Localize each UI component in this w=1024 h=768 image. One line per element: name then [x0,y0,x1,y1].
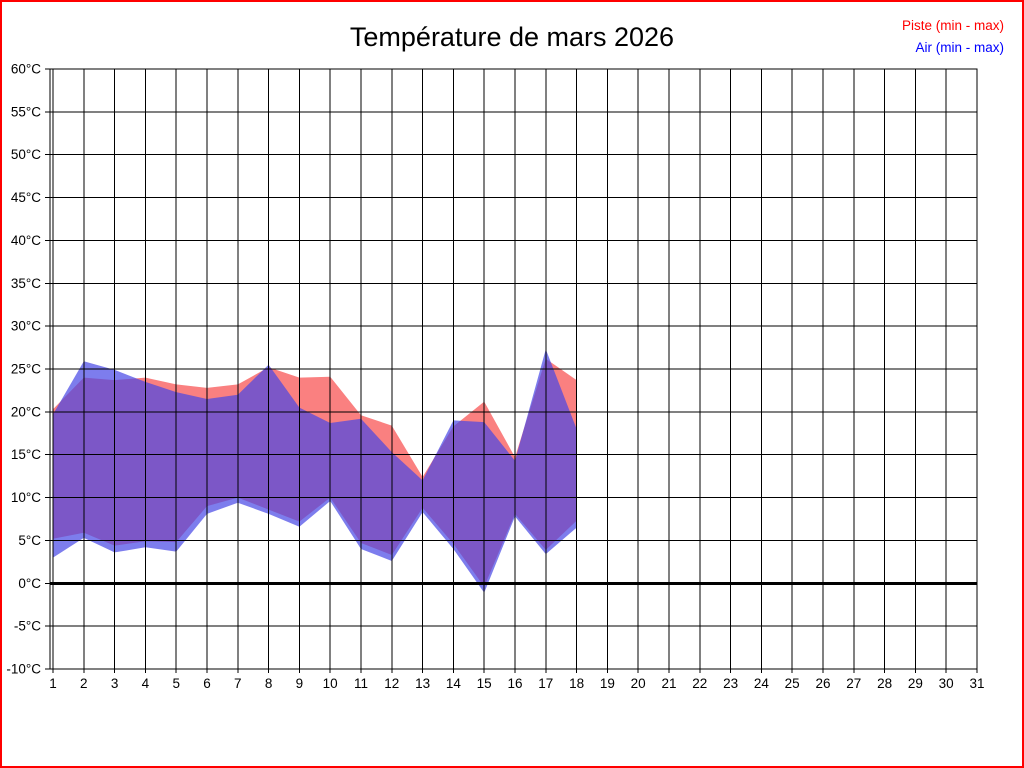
x-tick-label: 16 [507,676,522,691]
x-tick-label: 31 [969,676,984,691]
chart-title: Température de mars 2026 [349,22,675,52]
x-tick-label: 4 [142,676,150,691]
legend-item-air: Air (min - max) [915,40,1005,55]
x-tick-label: 5 [172,676,180,691]
x-tick-label: 21 [661,676,676,691]
y-tick-label: 20°C [11,404,41,419]
x-tick-label: 12 [384,676,399,691]
air-range-area [53,349,577,593]
plot-border [49,68,978,670]
y-tick-label: 40°C [11,233,41,248]
y-tick-label: -5°C [14,619,41,634]
x-tick-label: 27 [846,676,861,691]
legend-item-piste: Piste (min - max) [901,18,1004,33]
y-tick-label: 0°C [18,576,41,591]
x-tick-label: 22 [692,676,707,691]
x-tick-label: 7 [234,676,242,691]
x-tick-label: 24 [754,676,770,691]
x-tick-label: 23 [723,676,738,691]
x-tick-label: 18 [569,676,584,691]
y-tick-label: 60°C [11,62,41,77]
x-tick-label: 15 [477,676,492,691]
legend: Piste (min - max) Air (min - max) [902,15,1004,59]
x-tick-label: 3 [111,676,119,691]
y-tick-label: 35°C [11,276,41,291]
x-tick-label: 26 [815,676,830,691]
x-tick-label: 19 [600,676,615,691]
y-tick-label: 55°C [11,104,41,119]
y-tick-label: 25°C [11,362,41,377]
x-tick-label: 30 [939,676,954,691]
x-tick-label: 10 [323,676,338,691]
x-tick-label: 14 [446,676,462,691]
x-tick-label: 6 [203,676,211,691]
x-tick-label: 28 [877,676,892,691]
y-tick-label: -10°C [6,662,41,677]
x-tick-label: 11 [354,676,368,691]
x-tick-label: 8 [265,676,273,691]
y-tick-label: 45°C [11,190,41,205]
y-tick-label: 10°C [11,490,41,505]
x-tick-label: 1 [49,676,57,691]
x-tick-label: 29 [908,676,923,691]
y-tick-label: 5°C [18,533,41,548]
y-tick-label: 30°C [11,319,41,334]
x-tick-label: 17 [538,676,553,691]
y-tick-label: 15°C [11,447,41,462]
x-tick-label: 2 [80,676,88,691]
y-tick-label: 50°C [11,147,41,162]
x-tick-label: 9 [296,676,304,691]
x-tick-label: 25 [785,676,800,691]
x-tick-label: 13 [415,676,430,691]
x-tick-label: 20 [631,676,646,691]
